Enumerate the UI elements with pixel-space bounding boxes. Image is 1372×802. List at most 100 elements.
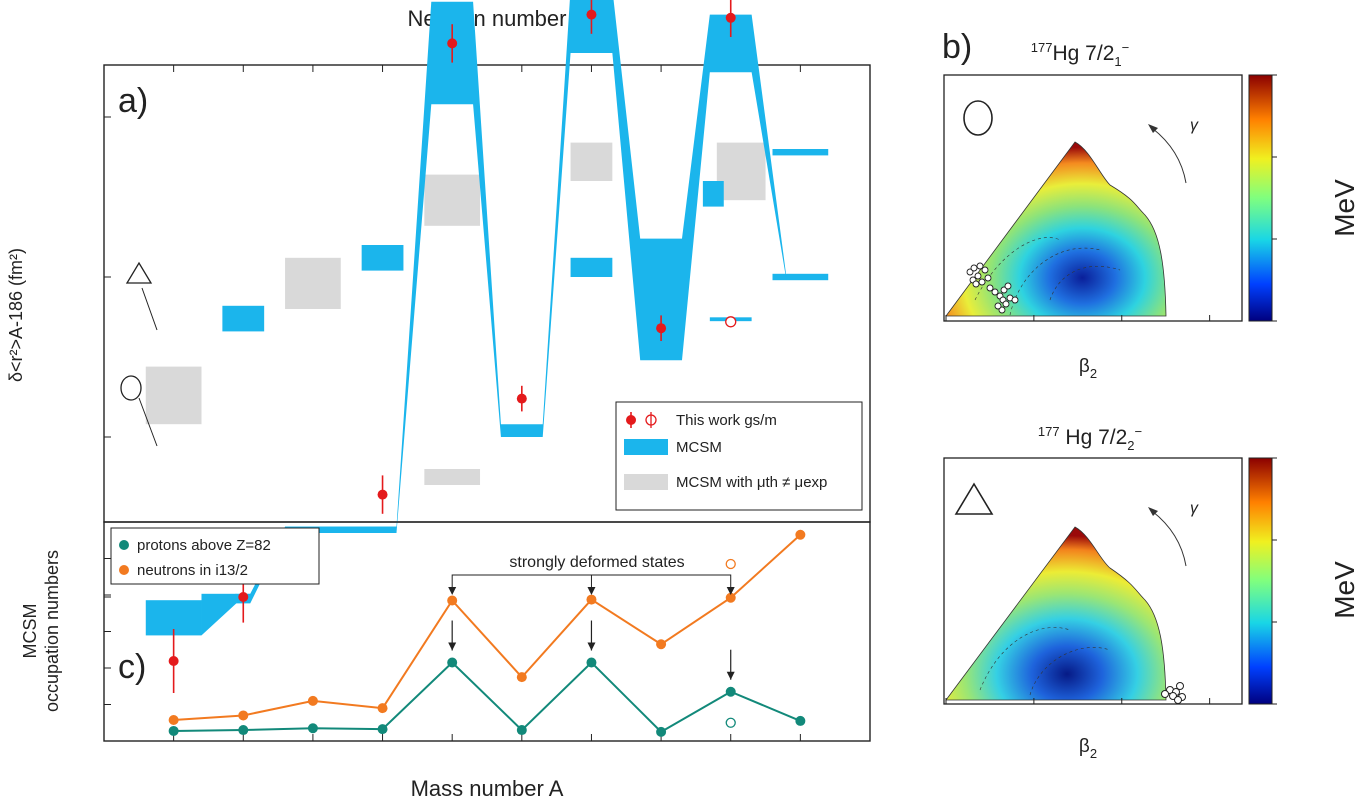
series-point (168, 715, 179, 726)
legend-a: This work gs/m MCSM MCSM with μth ≠ μexp (615, 401, 863, 511)
series-point (725, 592, 736, 603)
panel-b-bottom: 177 Hg 7/22− γ β2 MeV (943, 424, 1360, 761)
energy-surface-bottom (945, 526, 1167, 701)
legend-c-protons: protons above Z=82 (137, 537, 271, 554)
surface-frame-top (943, 74, 1243, 322)
gamma-arrowhead-top (1148, 124, 1158, 133)
mcsm_bands-rect (772, 273, 829, 281)
legend-c-box (110, 527, 320, 585)
series-point (377, 724, 388, 735)
mcsm_mu_mismatch-rect (145, 366, 202, 425)
exp-point-gs (168, 656, 179, 666)
exp-point-gs (725, 12, 736, 23)
series-point (238, 725, 249, 736)
sample-point (970, 264, 978, 272)
panel-c: Mass number A MCSM occupation numbers c)… (20, 521, 871, 801)
sample-point (991, 288, 999, 296)
exp-point-gs (516, 393, 527, 404)
surface-title-top: 177Hg 7/21− (1031, 40, 1129, 69)
y-axis-label-c-line2: occupation numbers (42, 550, 62, 712)
exp-point-gs (238, 592, 249, 602)
energy-surface-top (945, 141, 1167, 317)
legend-c-neutrons: neutrons in i13/2 (137, 562, 248, 579)
series-point (586, 657, 597, 668)
series-point (795, 529, 806, 540)
mcsm_mu_mismatch-rect (570, 142, 613, 181)
legend-swatch-mcsm (624, 439, 668, 455)
exp-point-gs (586, 9, 597, 20)
colorbar-label-bottom: MeV (1329, 561, 1360, 619)
series-point (168, 725, 179, 736)
exp-point-gs (656, 323, 667, 334)
gamma-arrowhead-bottom (1148, 507, 1158, 516)
x-axis-label: Mass number A (411, 776, 564, 801)
colorbar-top (1248, 74, 1273, 322)
triangle-marker (125, 261, 153, 284)
mcsm_mu_mismatch-rect (716, 142, 766, 201)
beta-ticks-top (945, 315, 1211, 321)
beta-label-top: β2 (1079, 356, 1097, 381)
series-point (656, 726, 667, 737)
occupation-ticks (104, 558, 111, 742)
legend-c-marker-protons (119, 540, 129, 550)
sample-point (974, 272, 982, 280)
legend-swatch-mismatch (624, 474, 668, 490)
series-point (586, 594, 597, 605)
sample-point (1174, 696, 1182, 704)
legend-box (615, 401, 863, 511)
sample-point (994, 302, 1002, 310)
series-point (656, 639, 667, 650)
sample-point (1000, 286, 1008, 294)
mcsm_mu_mismatch-rect (424, 469, 481, 485)
sample-point (1161, 690, 1169, 698)
series-point (725, 686, 736, 697)
gamma-arrow-bottom (1151, 510, 1187, 567)
mcsm-mismatch-bands (145, 142, 766, 485)
contours-bottom (979, 627, 1111, 696)
ellipse-pointer (138, 397, 158, 447)
series-point (447, 595, 458, 606)
series-point (795, 715, 806, 726)
legend-entry-this-work: This work gs/m (676, 412, 777, 429)
sample-point (1002, 300, 1010, 308)
mcsm_bands-rect (702, 181, 724, 207)
panel-a: Neutron number δ<r²>A-186 (fm²) a) This … (6, 0, 871, 693)
series-line (173, 534, 802, 722)
series-point (377, 703, 388, 714)
series-point (238, 710, 249, 721)
samples-bottom (1161, 682, 1186, 704)
legend-entry-mcsm: MCSM (676, 439, 722, 456)
colorbar-bottom (1248, 457, 1273, 705)
exp-point-gs (447, 38, 458, 49)
mass-ticks (173, 734, 801, 741)
gamma-label-top: γ (1190, 117, 1199, 134)
legend-entry-mismatch: MCSM with μth ≠ μexp (676, 474, 827, 491)
mcsm_bands-rect (361, 245, 404, 271)
legend-c-marker-neutrons (119, 565, 129, 575)
beta-label-bottom: β2 (1079, 736, 1097, 761)
gamma-label-bottom: γ (1190, 500, 1199, 517)
sample-point (972, 280, 980, 288)
series-open-point (725, 558, 736, 570)
bracket-arrowhead (726, 587, 735, 595)
series-point (307, 695, 318, 706)
y-axis-label: δ<r²>A-186 (fm²) (6, 248, 26, 382)
sample-point (1004, 282, 1012, 290)
panel-label-b: b) (942, 28, 972, 66)
gamma-arrow-top (1151, 127, 1187, 184)
annotation-text: strongly deformed states (509, 554, 684, 571)
down-arrowhead (726, 671, 735, 680)
beta-ticks-bottom (945, 698, 1211, 704)
sample-point (1176, 682, 1184, 690)
ellipse-marker (120, 375, 142, 401)
series-point (516, 725, 527, 736)
down-arrowhead (587, 642, 596, 651)
surface-title-bottom: 177 Hg 7/22− (1038, 424, 1142, 453)
surface-frame-bottom (943, 457, 1243, 705)
sample-point (998, 306, 1006, 314)
deformed-annotation (448, 574, 735, 680)
triangle-pointer (141, 287, 158, 331)
panel-label-a: a) (118, 82, 148, 120)
mcsm_bands-rect (222, 305, 265, 332)
